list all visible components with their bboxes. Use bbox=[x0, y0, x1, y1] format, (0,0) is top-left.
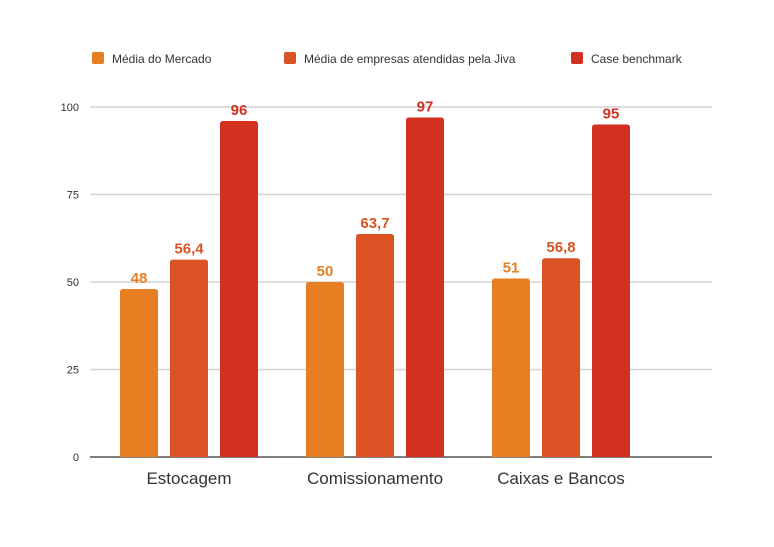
y-tick-label: 0 bbox=[73, 452, 79, 464]
y-tick-label: 25 bbox=[67, 365, 79, 377]
bars bbox=[120, 117, 630, 457]
bar bbox=[170, 259, 208, 457]
bar bbox=[356, 234, 394, 457]
data-label: 48 bbox=[131, 270, 148, 287]
bar bbox=[406, 117, 444, 457]
bar bbox=[120, 289, 158, 457]
legend-label: Média do Mercado bbox=[112, 52, 212, 66]
data-label: 56,8 bbox=[546, 239, 575, 256]
data-label: 50 bbox=[317, 263, 334, 280]
legend-swatch bbox=[284, 52, 296, 64]
data-label: 95 bbox=[603, 106, 620, 123]
bar bbox=[542, 258, 580, 457]
data-labels: 48 56,4 96 50 63,7 97 51 56,8 95 bbox=[131, 99, 620, 288]
data-label: 97 bbox=[417, 99, 434, 116]
data-label: 56,4 bbox=[174, 241, 204, 258]
y-tick-label: 75 bbox=[67, 190, 79, 202]
bar bbox=[220, 121, 258, 457]
legend-swatch bbox=[92, 52, 104, 64]
y-axis-ticks: 0 25 50 75 100 bbox=[61, 102, 79, 464]
data-label: 51 bbox=[503, 260, 520, 277]
legend: Média do Mercado Média de empresas atendi… bbox=[92, 52, 683, 66]
bar bbox=[492, 278, 530, 457]
x-category-label: Estocagem bbox=[146, 469, 231, 488]
data-label: 63,7 bbox=[360, 215, 389, 232]
x-category-label: Comissionamento bbox=[307, 469, 443, 488]
legend-swatch bbox=[571, 52, 583, 64]
x-category-label: Caixas e Bancos bbox=[497, 469, 625, 488]
bar bbox=[306, 282, 344, 457]
legend-label: Case benchmark bbox=[591, 52, 683, 66]
data-label: 96 bbox=[231, 102, 248, 119]
x-axis-categories: Estocagem Comissionamento Caixas e Bancos bbox=[146, 469, 624, 488]
y-tick-label: 100 bbox=[61, 102, 79, 114]
bar bbox=[592, 124, 630, 457]
y-tick-label: 50 bbox=[67, 277, 79, 289]
legend-label: Média de empresas atendidas pela Jiva bbox=[304, 52, 516, 66]
